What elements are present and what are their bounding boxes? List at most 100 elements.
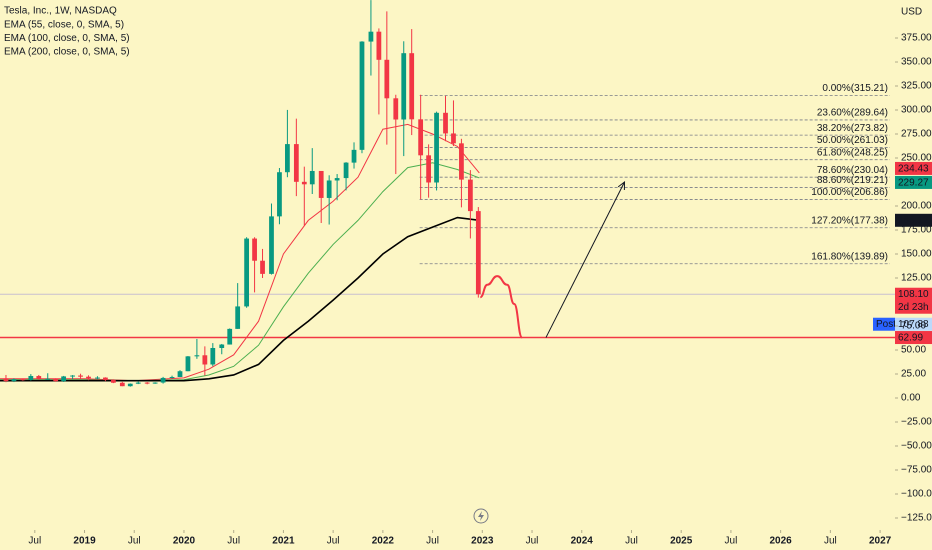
y-tick-label: 50.00 <box>901 345 926 356</box>
candle-body <box>301 181 307 185</box>
plot-area: 0.00%(315.21) 23.60%(289.64) 38.20%(273.82… <box>0 0 895 387</box>
candle-body <box>36 376 42 379</box>
candle-body <box>409 53 415 120</box>
y-tick-label: −25.00 <box>901 417 932 428</box>
legend-entry: EMA (55, close, 0, SMA, 5) <box>4 20 124 31</box>
candle-body <box>451 133 456 144</box>
x-tick-label: 2021 <box>272 536 295 547</box>
candle-body <box>359 41 365 150</box>
candle-body <box>11 379 17 382</box>
candle-body <box>70 375 75 377</box>
candle-body <box>95 377 100 379</box>
replay-icon <box>473 508 489 524</box>
x-tick-label: Jul <box>526 536 539 547</box>
candle-body <box>194 355 200 357</box>
candle-body <box>110 380 116 383</box>
x-tick-label: 2023 <box>471 536 494 547</box>
fib-label: 0.00%(315.21) <box>822 83 888 94</box>
post-badge-label: 107.88 <box>898 319 929 330</box>
candle-body <box>160 377 166 383</box>
candle-body <box>252 238 257 261</box>
candle-body <box>426 155 431 183</box>
candle-body <box>443 112 448 134</box>
candle-body <box>434 112 439 183</box>
candle-body <box>210 347 216 365</box>
candle-body <box>119 382 125 387</box>
candle-body <box>45 378 51 380</box>
x-tick-label: 2020 <box>173 536 196 547</box>
candle-body <box>61 376 67 382</box>
candle-body <box>401 53 407 120</box>
y-tick-label: 125.00 <box>901 273 932 284</box>
projection-curve <box>479 275 524 339</box>
y-tick-label: 25.00 <box>901 369 926 380</box>
post-badge-name <box>873 317 895 331</box>
candle-body <box>376 31 382 60</box>
y-tick-label: 175.00 <box>901 225 932 236</box>
fib-label: 78.60%(230.04) <box>817 165 888 176</box>
x-tick-label: Jul <box>625 536 638 547</box>
y-tick-label: 325.00 <box>901 81 932 92</box>
x-tick-label: 2025 <box>670 536 693 547</box>
y-tick-label: 75.00 <box>901 321 926 332</box>
price-badge-label: 62.99 <box>898 332 923 343</box>
candle-body <box>28 376 34 380</box>
x-tick-label: Jul <box>227 536 240 547</box>
fib-label: 100.00%(206.86) <box>811 187 888 198</box>
candle-body <box>277 172 282 217</box>
y-tick-label: 375.00 <box>901 33 932 44</box>
candle-body <box>78 375 83 377</box>
y-tick-label: −50.00 <box>901 441 932 452</box>
candle-body <box>169 376 175 378</box>
y-tick-label: −75.00 <box>901 465 932 476</box>
x-tick-label: Jul <box>128 536 141 547</box>
legend-entry: EMA (100, close, 0, SMA, 5) <box>4 33 130 44</box>
candle-body <box>343 162 349 179</box>
y-tick-label: −125.00 <box>901 513 932 524</box>
candle-body <box>185 356 191 372</box>
price-badge-label: 229.27 <box>898 177 929 188</box>
candle-body <box>3 378 9 382</box>
candle-body <box>135 382 141 384</box>
candle-body <box>418 119 424 156</box>
x-tick-label: 2024 <box>571 536 594 547</box>
ema-line <box>0 216 480 382</box>
y-tick-label: 275.00 <box>901 129 932 140</box>
fib-label: 127.20%(177.38) <box>811 215 888 226</box>
x-tick-label: Jul <box>725 536 738 547</box>
x-tick-label: Jul <box>824 536 837 547</box>
candle-body <box>219 344 225 348</box>
candle-body <box>20 379 26 381</box>
candle-body <box>467 179 473 212</box>
y-tick-label: 300.00 <box>901 105 932 116</box>
candle-body <box>144 382 150 384</box>
x-tick-label: 2026 <box>770 536 793 547</box>
candle-body <box>351 149 357 163</box>
currency-label: USD <box>901 7 922 18</box>
candle-body <box>293 144 299 182</box>
candle-body <box>177 371 183 377</box>
candle-body <box>285 144 290 173</box>
x-tick-label: Jul <box>327 536 340 547</box>
candle-body <box>202 355 208 365</box>
candle-body <box>475 211 481 295</box>
x-tick-label: 2027 <box>869 536 892 547</box>
y-tick-label: 350.00 <box>901 57 932 68</box>
price-badge <box>895 287 932 314</box>
candle-body <box>244 238 250 307</box>
price-badge-label: 234.43 <box>898 163 929 174</box>
candle-body <box>152 382 158 384</box>
fib-label: 23.60%(289.64) <box>817 108 888 119</box>
x-tick-label: 2019 <box>73 536 96 547</box>
arrow-line <box>545 181 625 338</box>
candle-body <box>318 170 324 198</box>
price-badge-label: 185.12 <box>898 215 929 226</box>
candle-body <box>260 260 265 274</box>
countdown-label: 2d 23h <box>898 302 929 313</box>
price-badge <box>895 175 932 189</box>
y-tick-label: 0.00 <box>901 393 921 404</box>
candle-body <box>384 59 390 99</box>
fib-label: 61.80%(248.25) <box>817 147 888 158</box>
